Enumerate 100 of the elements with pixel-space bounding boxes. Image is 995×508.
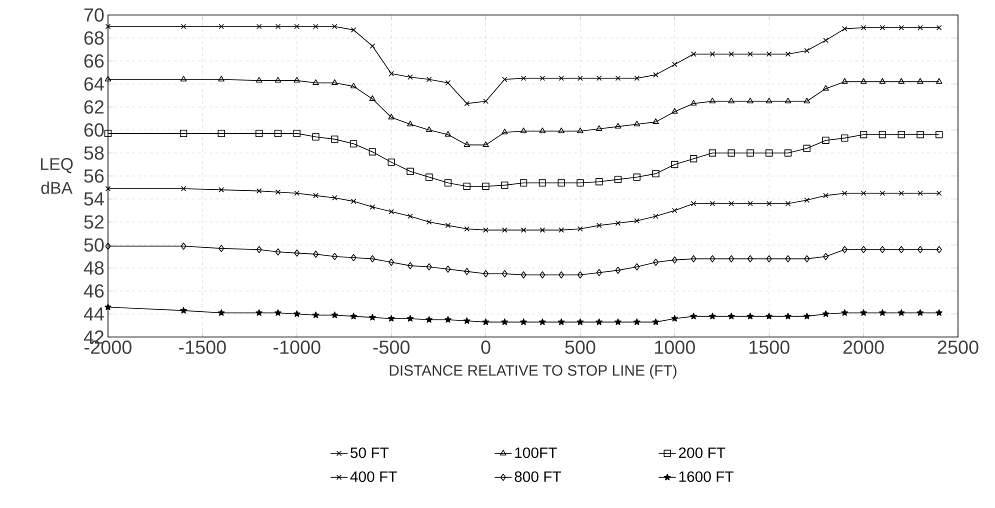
point <box>766 255 772 262</box>
point <box>747 255 754 262</box>
y-tick-label: 62 <box>84 100 104 114</box>
y-tick-label: 64 <box>84 77 104 91</box>
point <box>426 174 433 181</box>
point <box>256 24 262 30</box>
point <box>256 309 263 316</box>
point <box>218 76 225 82</box>
point <box>350 27 356 33</box>
point <box>274 309 282 316</box>
y-tick-label: 54 <box>84 192 104 206</box>
point <box>633 174 640 181</box>
point <box>652 258 659 266</box>
y-tick-label: 52 <box>84 215 104 229</box>
y-tick-label: 48 <box>84 261 104 275</box>
point <box>596 269 602 276</box>
point <box>879 78 886 84</box>
point <box>634 218 640 224</box>
point <box>483 98 488 104</box>
point <box>672 256 678 264</box>
point <box>916 130 924 138</box>
point <box>104 76 112 82</box>
point <box>671 315 678 322</box>
point <box>332 24 338 30</box>
point <box>614 122 622 129</box>
y-tick-label: 44 <box>84 307 104 321</box>
point <box>822 310 830 317</box>
point <box>804 48 810 54</box>
point <box>445 222 451 228</box>
point <box>748 200 753 206</box>
point <box>370 43 376 49</box>
point <box>917 246 924 254</box>
point <box>842 246 848 254</box>
point <box>274 76 282 83</box>
point <box>672 108 678 114</box>
point <box>860 78 867 84</box>
x-tick-label: 0 <box>481 340 490 354</box>
point <box>350 254 356 262</box>
point <box>312 79 319 85</box>
y-tick-label: 60 <box>84 123 104 137</box>
point <box>690 100 697 106</box>
x-tick-label: 2000 <box>843 340 884 354</box>
point <box>104 130 112 138</box>
point <box>218 24 224 30</box>
point <box>501 318 508 326</box>
point <box>615 76 621 81</box>
point <box>426 219 432 225</box>
point <box>785 200 791 206</box>
point <box>482 270 489 278</box>
y-tick-label: 56 <box>84 169 104 183</box>
point <box>520 271 526 278</box>
point <box>860 24 866 30</box>
point <box>878 130 886 138</box>
x-tick-label: -500 <box>373 340 410 354</box>
point <box>502 128 508 134</box>
point <box>596 178 603 186</box>
point <box>370 204 376 210</box>
point <box>558 76 564 81</box>
point <box>482 318 490 326</box>
point <box>860 130 868 138</box>
point <box>218 187 224 192</box>
point <box>578 226 583 232</box>
point <box>313 24 318 30</box>
point <box>368 148 376 156</box>
point <box>350 198 356 204</box>
point <box>615 266 621 274</box>
point <box>426 126 432 132</box>
point <box>822 136 830 144</box>
point <box>936 24 942 30</box>
point <box>218 244 224 252</box>
point <box>105 186 111 192</box>
point <box>275 189 281 195</box>
point <box>898 309 905 316</box>
point <box>558 128 565 134</box>
point <box>444 316 452 323</box>
point <box>218 130 225 138</box>
point <box>369 95 376 101</box>
point <box>407 262 414 270</box>
point <box>653 214 658 219</box>
point <box>728 149 735 157</box>
point <box>426 263 432 270</box>
x-tick-label: -1000 <box>274 340 320 354</box>
point <box>746 149 754 157</box>
point <box>671 160 678 168</box>
point <box>898 78 905 84</box>
point <box>520 76 526 81</box>
point <box>918 24 923 30</box>
point <box>180 242 186 250</box>
point <box>482 141 489 147</box>
point <box>520 179 528 186</box>
point <box>538 179 546 186</box>
point <box>350 140 358 148</box>
point <box>426 76 432 82</box>
point <box>614 176 622 184</box>
point <box>728 312 735 320</box>
point <box>331 136 338 143</box>
point <box>294 190 300 196</box>
point <box>596 318 603 326</box>
y-tick-label: 50 <box>84 238 104 252</box>
point <box>350 82 357 88</box>
